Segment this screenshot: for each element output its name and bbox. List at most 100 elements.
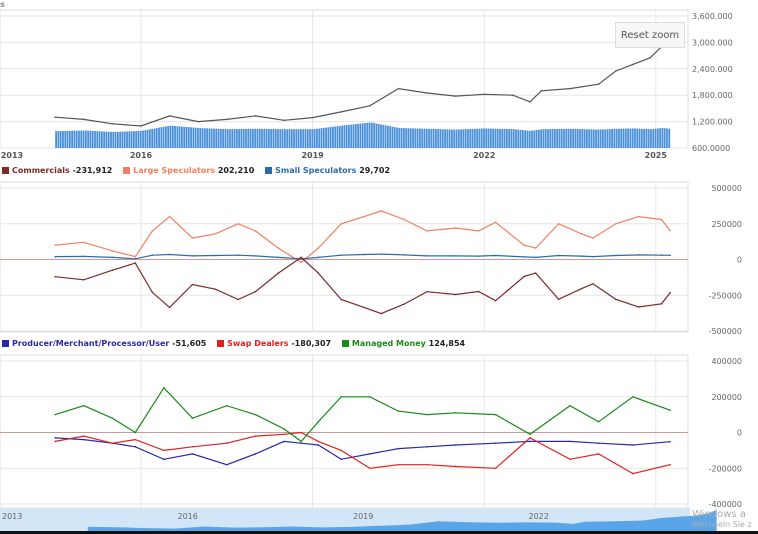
data-point <box>54 437 56 439</box>
open-interest-bar <box>279 129 282 148</box>
open-interest-bar <box>428 128 430 148</box>
data-point <box>569 458 571 461</box>
data-point <box>529 101 531 103</box>
open-interest-bar <box>556 128 559 148</box>
legend-swap-dealers[interactable]: Swap Dealers <box>227 339 289 348</box>
data-point <box>237 298 240 301</box>
open-interest-bar <box>645 128 648 148</box>
data-point <box>523 256 526 258</box>
data-point <box>534 256 537 259</box>
open-interest-bar <box>194 127 197 148</box>
data-point <box>363 253 365 256</box>
open-interest-bar <box>533 130 536 148</box>
open-interest-bar <box>542 129 545 148</box>
data-point <box>277 256 280 259</box>
open-interest-bar <box>544 129 547 148</box>
data-point <box>54 116 56 118</box>
open-interest-bar <box>222 129 225 148</box>
data-point <box>168 253 171 256</box>
open-interest-bar <box>142 130 144 148</box>
open-interest-bar <box>68 130 71 148</box>
open-interest-bar <box>165 126 167 148</box>
open-interest-bar <box>75 130 78 148</box>
open-interest-bar <box>570 128 572 148</box>
open-interest-bar <box>345 125 348 148</box>
legend-large-speculators[interactable]: Large Speculators <box>133 166 216 175</box>
open-interest-bar <box>272 129 275 148</box>
open-interest-bar <box>151 128 154 148</box>
open-interest-bar <box>558 128 561 148</box>
data-point <box>529 437 531 439</box>
open-interest-bar <box>409 128 412 148</box>
open-interest-bar <box>510 129 513 148</box>
data-point <box>140 125 142 127</box>
open-interest-bar <box>528 130 531 148</box>
open-interest-bar <box>494 128 497 148</box>
open-interest-bar <box>661 128 664 148</box>
open-interest-bar <box>112 132 115 148</box>
data-point <box>226 118 228 121</box>
data-point <box>597 442 600 445</box>
data-point <box>592 237 594 239</box>
open-interest-bar <box>217 128 220 148</box>
open-interest-bar <box>149 129 151 148</box>
data-point <box>614 298 617 301</box>
open-interest-bar <box>624 128 627 148</box>
y-tick-label: 3,600.000 <box>692 12 733 21</box>
open-interest-bar <box>563 128 565 148</box>
data-point <box>226 463 228 466</box>
open-interest-bar <box>224 129 227 148</box>
open-interest-bar <box>235 129 238 148</box>
legend-commercials[interactable]: Commercials <box>12 166 70 175</box>
open-interest-bar <box>386 125 389 148</box>
open-interest-bar <box>560 128 563 148</box>
open-interest-bar <box>78 130 80 148</box>
data-point <box>426 446 428 448</box>
open-interest-bar <box>659 128 662 148</box>
open-interest-bar <box>105 131 108 148</box>
open-interest-bar <box>55 131 57 148</box>
data-point <box>317 247 320 249</box>
open-interest-bar <box>270 129 273 148</box>
legend-managed-money[interactable]: Managed Money <box>351 339 426 348</box>
open-interest-bar <box>364 123 366 148</box>
open-interest-bar <box>384 125 387 148</box>
open-interest-bar <box>187 127 190 148</box>
data-point <box>426 290 428 293</box>
data-point <box>317 444 320 446</box>
open-interest-bar <box>206 128 209 148</box>
data-point <box>614 254 617 257</box>
data-point <box>111 269 114 272</box>
data-point <box>669 229 671 232</box>
open-interest-bar <box>354 124 357 148</box>
open-interest-bar <box>103 131 106 148</box>
series-swap-dealers <box>55 431 671 475</box>
open-interest-bar <box>547 129 549 148</box>
open-interest-bar <box>478 128 481 148</box>
legend-producer[interactable]: Producer/Merchant/Processor/User <box>12 339 170 348</box>
open-interest-bar <box>290 129 293 148</box>
navigator-series <box>87 510 717 531</box>
data-point <box>54 413 56 416</box>
open-interest-bar <box>89 130 92 148</box>
data-point <box>649 57 651 59</box>
data-point <box>597 420 600 423</box>
data-point <box>669 463 671 466</box>
data-point <box>426 255 428 257</box>
data-point <box>477 230 480 232</box>
series-managed-money <box>55 386 671 443</box>
open-interest-bar <box>423 128 426 148</box>
open-interest-bar <box>439 129 442 148</box>
data-point <box>494 254 497 257</box>
open-interest-bar <box>473 128 476 148</box>
open-interest-bar <box>592 129 595 148</box>
legend-small-speculators[interactable]: Small Speculators <box>275 166 357 175</box>
open-interest-bar <box>402 128 405 148</box>
open-interest-bar <box>267 128 270 148</box>
reset-zoom-button[interactable]: Reset zoom <box>615 22 685 48</box>
open-interest-bar <box>350 124 353 148</box>
data-point <box>237 254 240 257</box>
legend-value: 202,210 <box>217 166 255 175</box>
data-point <box>454 293 457 296</box>
